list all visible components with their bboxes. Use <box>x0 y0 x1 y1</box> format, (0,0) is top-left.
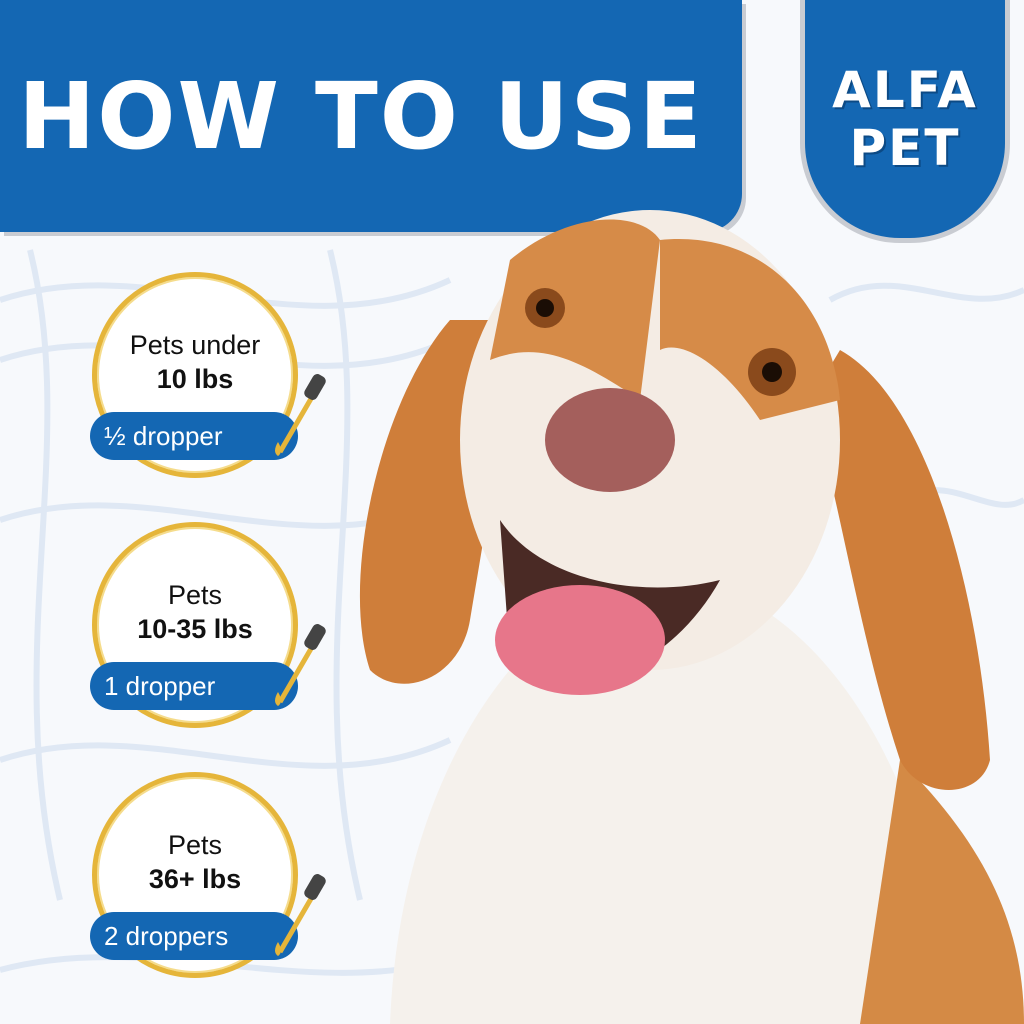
dose-amount: ½ dropper <box>90 412 298 460</box>
dog-photo <box>359 210 1024 1024</box>
pet-label: Pets under <box>129 330 261 360</box>
header-banner: HOW TO USE <box>0 0 742 232</box>
dose-amount: 1 dropper <box>90 662 298 710</box>
dose-amount: 2 droppers <box>90 912 298 960</box>
dropper-icon <box>275 624 326 706</box>
weight-label: 10 lbs <box>156 364 234 394</box>
page-title: HOW TO USE <box>18 62 704 170</box>
dosage-badge: Pets 36+ lbs 2 droppers <box>90 772 326 978</box>
dropper-icon <box>275 874 326 956</box>
dropper-icon <box>275 374 326 456</box>
pet-label: Pets <box>167 580 223 610</box>
dosage-badge: Pets under 10 lbs ½ dropper <box>90 272 326 478</box>
dosage-badge: Pets 10-35 lbs 1 dropper <box>90 522 326 728</box>
logo-line-1: ALFA <box>832 61 978 119</box>
weight-label: 10-35 lbs <box>137 614 253 644</box>
logo-line-2: PET <box>849 119 961 177</box>
brand-logo: ALFA PET <box>800 0 1010 243</box>
weight-label: 36+ lbs <box>148 864 242 894</box>
pet-label: Pets <box>167 830 223 860</box>
